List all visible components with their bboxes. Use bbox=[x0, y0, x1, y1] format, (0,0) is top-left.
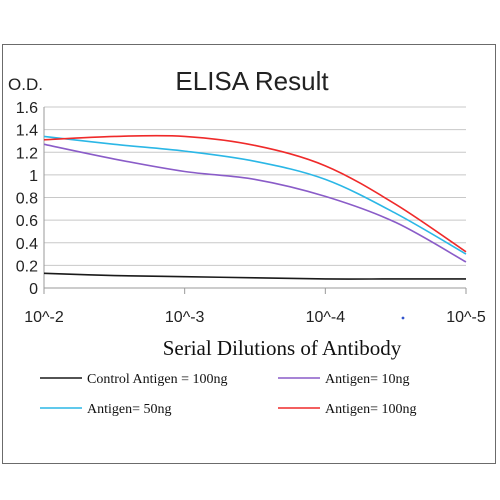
series-line-2 bbox=[43, 135, 467, 255]
y-axis-label: O.D. bbox=[8, 75, 43, 94]
legend-label: Control Antigen = 100ng bbox=[87, 372, 228, 387]
series-lines bbox=[43, 134, 467, 280]
x-tick-label: 10^-5 bbox=[446, 309, 486, 326]
legend-item-10ng: Antigen= 10ng bbox=[278, 372, 410, 387]
y-tick-label: 1.6 bbox=[16, 100, 38, 117]
y-tick-label: 0 bbox=[29, 281, 38, 298]
legend: Control Antigen = 100ng Antigen= 10ng An… bbox=[40, 372, 417, 417]
y-tick-label: 1.2 bbox=[16, 145, 38, 162]
legend-label: Antigen= 10ng bbox=[325, 372, 410, 387]
y-tick-label: 0.2 bbox=[16, 258, 38, 275]
legend-item-100ng: Antigen= 100ng bbox=[278, 402, 417, 417]
x-tick-label: 10^-3 bbox=[165, 309, 205, 326]
decorative-dot bbox=[401, 316, 405, 320]
legend-label: Antigen= 100ng bbox=[325, 402, 417, 417]
y-tick-label: 1 bbox=[29, 168, 38, 185]
x-axis-label: Serial Dilutions of Antibody bbox=[163, 336, 402, 360]
chart-title: ELISA Result bbox=[175, 66, 329, 96]
legend-item-control: Control Antigen = 100ng bbox=[40, 372, 228, 387]
series-line-1 bbox=[43, 143, 467, 263]
y-tick-label: 0.6 bbox=[16, 213, 38, 230]
legend-item-50ng: Antigen= 50ng bbox=[40, 402, 172, 417]
y-tick-labels: 0 0.2 0.4 0.6 0.8 1 1.2 1.4 1.6 bbox=[16, 100, 38, 298]
axes bbox=[43, 107, 467, 294]
y-tick-label: 1.4 bbox=[16, 123, 38, 140]
y-tick-label: 0.4 bbox=[16, 236, 38, 253]
gridlines bbox=[44, 106, 466, 266]
x-tick-label: 10^-2 bbox=[24, 309, 64, 326]
series-line-0 bbox=[43, 272, 466, 280]
x-tick-labels: 10^-2 10^-3 10^-4 10^-5 bbox=[24, 309, 486, 326]
series-line-3 bbox=[43, 134, 467, 253]
x-tick-label: 10^-4 bbox=[306, 309, 346, 326]
y-tick-label: 0.8 bbox=[16, 191, 38, 208]
chart-frame bbox=[2, 44, 496, 464]
legend-label: Antigen= 50ng bbox=[87, 402, 172, 417]
